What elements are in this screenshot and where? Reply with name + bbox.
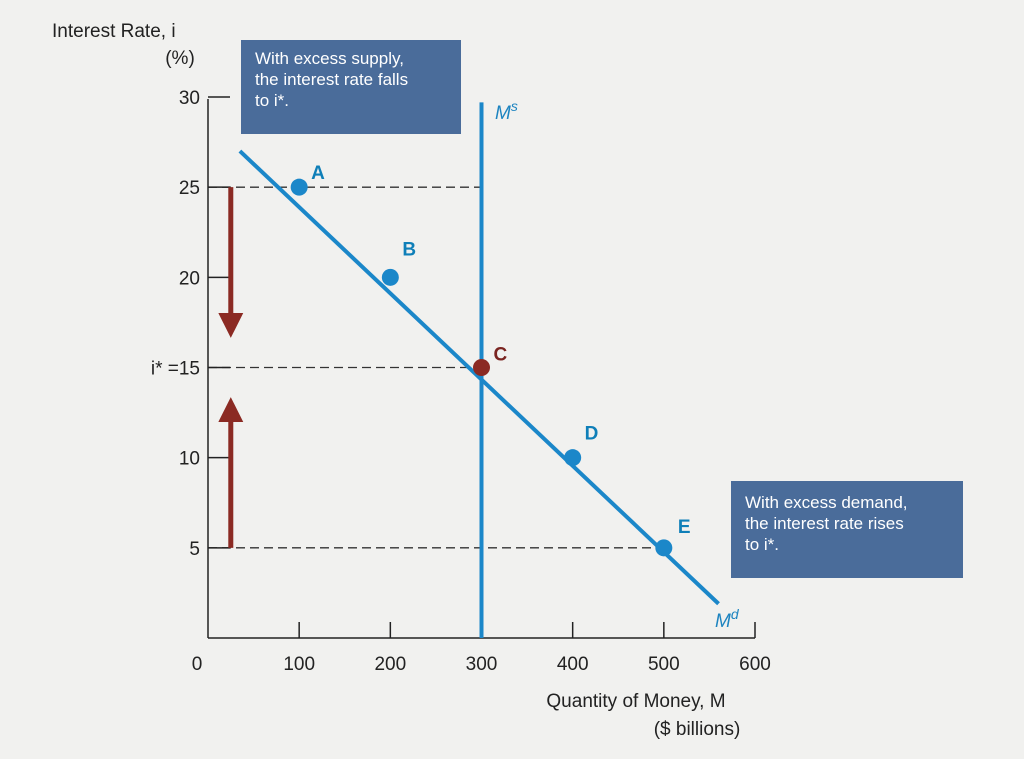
- x-tick-label: 600: [739, 654, 771, 675]
- y-axis-title-line2: (%): [165, 48, 195, 69]
- point-label-e: E: [678, 517, 691, 538]
- x-axis-title-line1: Quantity of Money, M: [546, 691, 725, 712]
- y-axis-title-line1: Interest Rate, i: [52, 21, 176, 42]
- y-tick-label: 20: [179, 268, 200, 289]
- point-c: [473, 359, 490, 376]
- point-label-d: D: [585, 424, 599, 445]
- excess-demand-line3: to i*.: [745, 535, 780, 554]
- point-label-a: A: [311, 163, 325, 184]
- points: [290, 178, 673, 557]
- excess-demand-line2: the interest rate rises: [745, 514, 904, 533]
- excess-supply-line2: the interest rate falls: [255, 70, 409, 89]
- point-d: [564, 449, 582, 467]
- y-tick-label: 10: [179, 449, 200, 470]
- x-axis-title-line2: ($ billions): [654, 719, 741, 740]
- point-b: [381, 268, 399, 286]
- y-tick-label: 30: [179, 88, 200, 109]
- reference-lines: [208, 186, 664, 549]
- x-tick-label: 100: [283, 654, 315, 675]
- x-tick-label: 400: [557, 654, 589, 675]
- excess-supply-line1: With excess supply,: [255, 49, 404, 68]
- money-supply-label: Ms: [495, 98, 518, 124]
- money-demand-label: Md: [715, 606, 740, 632]
- y-tick-label: i* =15: [151, 359, 200, 380]
- excess-demand-callout: With excess demand, the interest rate ri…: [731, 481, 963, 578]
- x-tick-label: 300: [466, 654, 498, 675]
- x-tick-label: 500: [648, 654, 680, 675]
- y-tick-label: 5: [189, 539, 200, 560]
- excess-demand-line1: With excess demand,: [745, 493, 908, 512]
- point-a: [290, 178, 308, 196]
- money-demand-line: [238, 149, 720, 606]
- y-tick-label: 25: [179, 178, 200, 199]
- excess-supply-line3: to i*.: [255, 91, 290, 110]
- labels: A B C D E Ms Md: [311, 98, 740, 632]
- excess-supply-callout: With excess supply, the interest rate fa…: [241, 40, 461, 134]
- x-tick-label: 200: [374, 654, 406, 675]
- point-label-c: C: [494, 345, 508, 366]
- x-tick-label: 0: [192, 654, 203, 675]
- point-e: [655, 539, 673, 557]
- point-label-b: B: [402, 239, 416, 260]
